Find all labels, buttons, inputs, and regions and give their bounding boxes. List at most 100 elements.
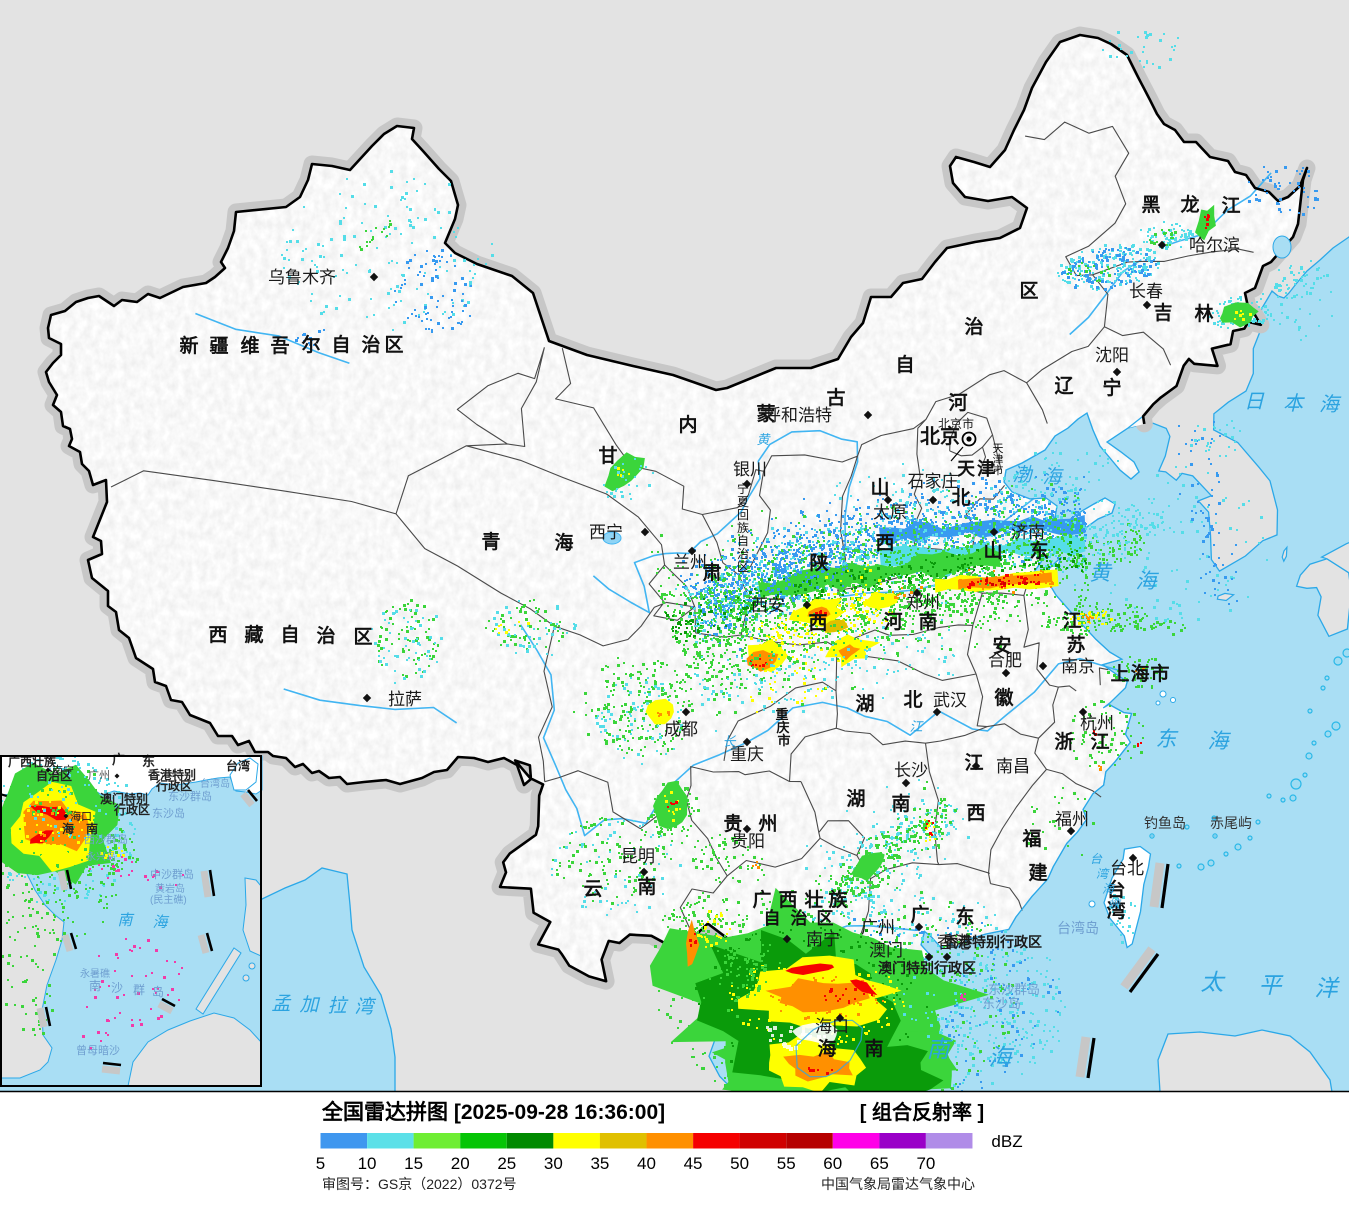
- svg-text:台北: 台北: [1110, 859, 1144, 878]
- svg-text:西安: 西安: [751, 596, 785, 615]
- svg-text:广: 广: [910, 903, 929, 926]
- svg-text:石家庄: 石家庄: [908, 472, 959, 491]
- svg-text:10: 10: [358, 1154, 377, 1173]
- svg-text:群: 群: [133, 983, 145, 997]
- svg-text:区: 区: [353, 627, 372, 648]
- svg-text:苏: 苏: [1066, 633, 1085, 656]
- svg-text:西: 西: [778, 890, 797, 911]
- svg-text:吉: 吉: [1153, 301, 1172, 324]
- svg-text:海: 海: [1102, 882, 1116, 896]
- svg-text:江: 江: [964, 752, 983, 774]
- svg-text:京: 京: [940, 424, 960, 448]
- svg-text:台: 台: [1090, 852, 1103, 866]
- svg-text:dBZ: dBZ: [991, 1132, 1022, 1151]
- svg-text:海: 海: [1319, 394, 1342, 416]
- svg-text:江: 江: [909, 719, 924, 734]
- svg-text:海口: 海口: [815, 1017, 849, 1036]
- svg-text:兰州: 兰州: [673, 553, 707, 572]
- svg-text:南: 南: [927, 1036, 953, 1062]
- svg-text:35: 35: [590, 1154, 609, 1173]
- svg-text:徽: 徽: [993, 686, 1014, 709]
- svg-text:自: 自: [764, 908, 781, 928]
- svg-text:澳门: 澳门: [869, 941, 903, 960]
- svg-text:65: 65: [870, 1154, 889, 1173]
- svg-text:上: 上: [1110, 663, 1129, 685]
- svg-text:湖: 湖: [855, 693, 874, 715]
- svg-text:云: 云: [583, 879, 602, 900]
- svg-text:拉萨: 拉萨: [388, 690, 422, 709]
- svg-text:20: 20: [451, 1154, 470, 1173]
- svg-text:西: 西: [208, 625, 227, 646]
- svg-text:渤: 渤: [1012, 465, 1033, 486]
- svg-text:沈阳: 沈阳: [1095, 346, 1129, 365]
- svg-text:西: 西: [875, 533, 894, 554]
- svg-text:南昌: 南昌: [996, 757, 1030, 776]
- svg-text:市: 市: [777, 733, 790, 748]
- svg-text:台: 台: [1106, 878, 1125, 901]
- svg-text:60: 60: [823, 1154, 842, 1173]
- svg-text:30: 30: [544, 1154, 563, 1173]
- svg-text:洋: 洋: [1315, 975, 1341, 1001]
- svg-text:南: 南: [637, 876, 656, 898]
- svg-text:南: 南: [86, 821, 98, 836]
- svg-text:南: 南: [891, 793, 910, 815]
- svg-text:40: 40: [637, 1154, 656, 1173]
- svg-text:东沙岛: 东沙岛: [982, 996, 1021, 1011]
- svg-text:拉: 拉: [327, 995, 348, 1017]
- svg-text:东: 东: [955, 905, 974, 928]
- svg-text:津: 津: [977, 458, 995, 479]
- svg-text:藏: 藏: [244, 623, 263, 646]
- svg-text:行政区: 行政区: [113, 802, 150, 817]
- svg-text:武汉: 武汉: [933, 691, 967, 710]
- svg-text:台湾岛: 台湾岛: [200, 777, 230, 790]
- svg-text:海: 海: [554, 531, 573, 554]
- svg-text:天: 天: [993, 443, 1004, 455]
- svg-text:福: 福: [1021, 827, 1041, 850]
- svg-text:甘: 甘: [598, 445, 617, 467]
- svg-text:江: 江: [1062, 610, 1081, 632]
- svg-text:南: 南: [117, 912, 134, 929]
- svg-text:香港特别: 香港特别: [147, 767, 196, 782]
- svg-text:北: 北: [920, 425, 940, 448]
- svg-text:海: 海: [1042, 467, 1064, 488]
- svg-text:夏: 夏: [737, 495, 749, 509]
- svg-text:日: 日: [1244, 391, 1265, 413]
- svg-text:广州: 广州: [861, 918, 895, 937]
- svg-text:太: 太: [1201, 969, 1227, 995]
- svg-text:黄岩岛: 黄岩岛: [155, 882, 185, 895]
- svg-text:新: 新: [179, 334, 198, 357]
- svg-text:江: 江: [1090, 731, 1109, 753]
- svg-text:湾: 湾: [354, 996, 376, 1018]
- svg-text:审图号：GS京（2022）0372号: 审图号：GS京（2022）0372号: [322, 1176, 517, 1192]
- svg-text:湾: 湾: [1096, 867, 1110, 881]
- svg-text:南: 南: [918, 611, 937, 633]
- svg-text:昆明: 昆明: [621, 847, 655, 866]
- svg-text:北: 北: [903, 689, 922, 711]
- svg-text:山: 山: [983, 540, 1002, 562]
- svg-text:南京: 南京: [1061, 657, 1095, 676]
- svg-text:杭州: 杭州: [1080, 714, 1114, 733]
- svg-text:南宁: 南宁: [52, 763, 74, 777]
- svg-text:天: 天: [957, 459, 976, 479]
- svg-text:南宁: 南宁: [806, 930, 840, 949]
- svg-text:郑州: 郑州: [906, 593, 940, 612]
- svg-text:东沙岛: 东沙岛: [152, 806, 185, 820]
- svg-text:银川: 银川: [733, 460, 767, 479]
- svg-text:古: 古: [826, 386, 845, 409]
- svg-text:永暑礁: 永暑礁: [80, 967, 110, 980]
- svg-text:东: 东: [142, 754, 155, 769]
- svg-text:45: 45: [684, 1154, 703, 1173]
- svg-text:区: 区: [737, 560, 749, 574]
- svg-text:回: 回: [737, 508, 749, 522]
- svg-text:蒙: 蒙: [756, 403, 775, 425]
- svg-text:长春: 长春: [1129, 282, 1163, 301]
- svg-text:建: 建: [1028, 861, 1047, 884]
- svg-text:福州: 福州: [1055, 810, 1089, 829]
- svg-text:南: 南: [864, 1038, 883, 1060]
- svg-text:呼和浩特: 呼和浩特: [764, 406, 832, 425]
- svg-text:永兴岛: 永兴岛: [86, 850, 116, 863]
- svg-text:70: 70: [916, 1154, 935, 1173]
- svg-text:南: 南: [89, 978, 101, 993]
- svg-text:孟: 孟: [271, 994, 291, 1015]
- svg-text:东: 东: [1156, 728, 1179, 751]
